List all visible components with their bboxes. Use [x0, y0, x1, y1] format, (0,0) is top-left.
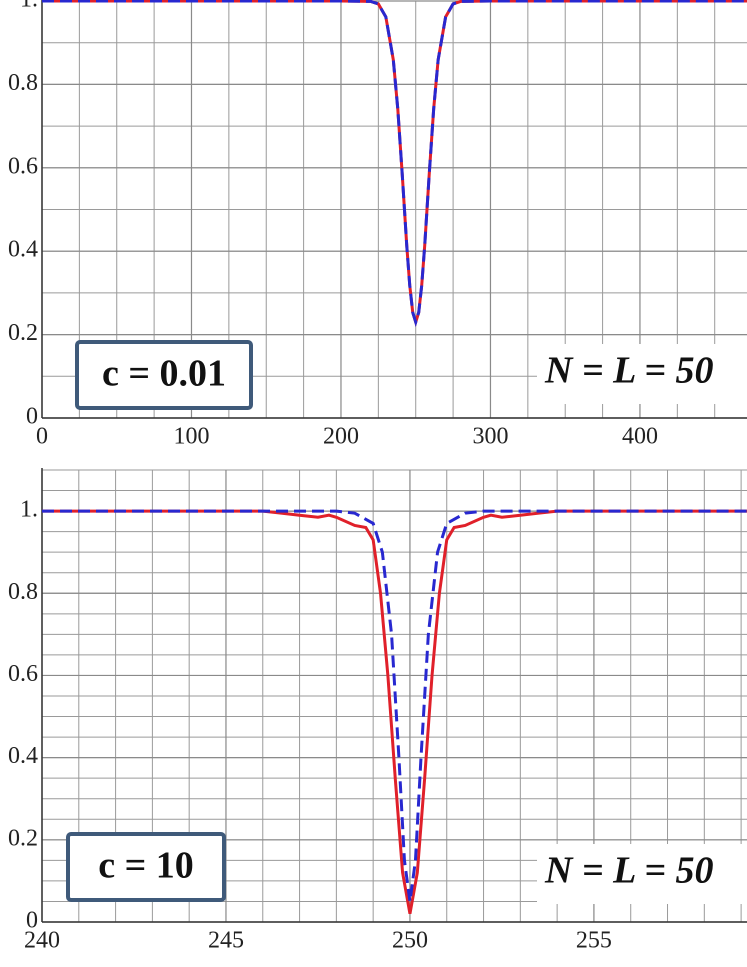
x-tick-label: 255 — [576, 928, 612, 954]
series-line — [42, 0, 747, 328]
x-tick-label: 0 — [36, 424, 48, 450]
x-tick-label: 300 — [472, 424, 508, 450]
y-tick-label: 1. — [20, 497, 38, 523]
y-tick-label: 1. — [20, 0, 38, 13]
y-tick-label: 0.8 — [8, 579, 38, 605]
y-tick-label: 0.6 — [8, 661, 38, 687]
annotation: c = 0.01 — [102, 353, 226, 395]
y-tick-label: 0 — [26, 908, 38, 934]
x-tick-label: 200 — [323, 424, 359, 450]
x-tick-label: 250 — [392, 928, 428, 954]
y-tick-label: 0.2 — [8, 825, 38, 851]
y-tick-label: 0.4 — [8, 743, 38, 769]
y-tick-label: 0.6 — [8, 153, 38, 179]
x-tick-label: 240 — [24, 928, 60, 954]
annotation-bg — [537, 344, 747, 404]
annotation-box — [66, 832, 226, 902]
y-tick-label: 0.4 — [8, 237, 38, 263]
x-tick-label: 100 — [173, 424, 209, 450]
y-tick-label: 0.2 — [8, 320, 38, 346]
series-line — [42, 0, 747, 328]
annotation-bg — [537, 844, 747, 904]
series-line — [42, 509, 747, 915]
series-line — [42, 509, 747, 902]
annotation: N = L = 50 — [544, 850, 714, 892]
annotation: c = 10 — [98, 845, 194, 887]
panel: 0 0.2 0.4 0.6 0.8 1. 0 100 200 300 400 c = 0.01 N = … — [8, 0, 747, 450]
panel: 0 0.2 0.4 0.6 0.8 1. 240 245 250 255 c = 10 N = L =… — [8, 468, 747, 954]
y-tick-label: 0 — [26, 404, 38, 430]
x-tick-label: 400 — [622, 424, 658, 450]
annotation-box — [75, 340, 253, 410]
y-tick-label: 0.8 — [8, 70, 38, 96]
annotation: N = L = 50 — [544, 350, 714, 392]
x-tick-label: 245 — [208, 928, 244, 954]
